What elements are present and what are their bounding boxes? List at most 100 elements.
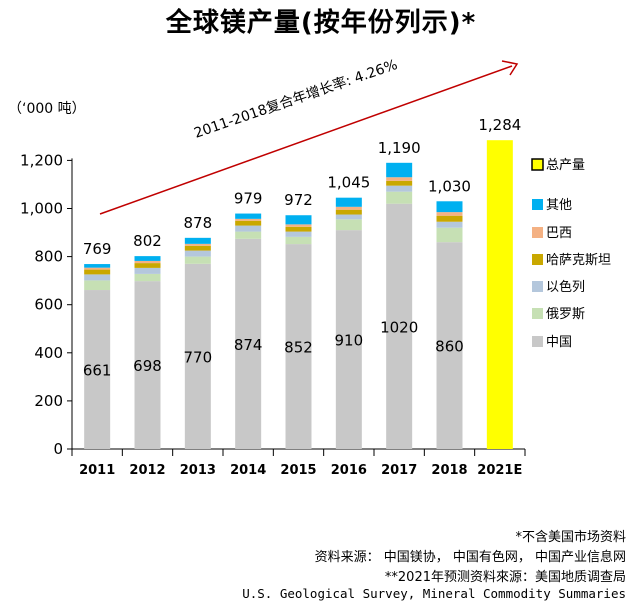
- x-tick-label: 2011: [79, 463, 115, 478]
- footnote-sources: 资料来源： 中国镁协， 中国有色网， 中国产业信息网: [314, 550, 626, 565]
- bar-segment-series: [134, 273, 161, 282]
- bar-segment-series: [386, 177, 413, 181]
- x-tick-label: 2015: [280, 463, 316, 478]
- bar-total-label: 1,284: [478, 116, 521, 134]
- bar-segment-series: [436, 242, 463, 449]
- legend-label: 以色列: [546, 279, 585, 295]
- bar-segment-series: [84, 280, 111, 291]
- bar-segment-series: [184, 237, 211, 244]
- legend-swatch: [532, 336, 543, 347]
- bar-segment-series: [235, 231, 262, 239]
- bar-segment-series: [235, 225, 262, 232]
- growth-arrow-head: [501, 60, 519, 76]
- legend-swatch: [532, 254, 543, 265]
- bar-segment-series: [335, 214, 362, 220]
- bar-segment-series: [386, 162, 413, 178]
- bar-segment-series: [386, 203, 413, 449]
- bar-segment-series: [386, 191, 413, 204]
- y-tick-label: 400: [34, 344, 63, 362]
- y-axis-unit-label: （‘000 吨）: [8, 101, 86, 117]
- bar-segment-series: [285, 215, 312, 225]
- bar-segment-total: [486, 140, 513, 449]
- bar-segment-series: [134, 281, 161, 449]
- bar-total-label: 972: [284, 191, 313, 209]
- y-tick-label: 1,000: [20, 200, 63, 218]
- y-tick-label: 600: [34, 296, 63, 314]
- bar-segment-series: [235, 213, 262, 219]
- bar-segment-series: [134, 256, 161, 261]
- x-tick-label: 2018: [431, 463, 467, 478]
- legend-swatch: [532, 308, 543, 319]
- y-tick-label: 800: [34, 248, 63, 266]
- bar-total-label: 802: [133, 232, 162, 250]
- bar-segment-series: [84, 269, 111, 275]
- x-tick-label: 2014: [230, 463, 266, 478]
- legend-swatch: [531, 158, 544, 171]
- bar-chart: 2011-2018复合年增长率: 4.26% 0 200 400 600 800 1,000…: [20, 56, 611, 478]
- legend-label: 哈萨克斯坦: [546, 253, 611, 268]
- bar-total-label: 979: [234, 190, 263, 208]
- growth-arrow-line: [99, 65, 513, 215]
- bar-segment-series: [184, 256, 211, 264]
- bar-segment-series: [285, 224, 312, 227]
- bar-segment-series: [436, 221, 463, 228]
- x-tick-label: 2012: [129, 463, 165, 478]
- china-value-label: 852: [284, 339, 313, 357]
- x-tick-label: 2017: [381, 463, 417, 478]
- bar-segment-series: [184, 243, 211, 246]
- bar-segment-series: [335, 230, 362, 449]
- bar-segment-series: [335, 219, 362, 231]
- bar-segment-series: [134, 267, 161, 274]
- bar-segment-series: [235, 220, 262, 226]
- bar-segment-series: [436, 215, 463, 222]
- bar-total-label: 769: [83, 240, 112, 258]
- x-tick-label: 2021E: [477, 463, 522, 478]
- legend-swatch: [532, 227, 543, 238]
- footnote-exclusion: *不含美国市场资料: [515, 530, 626, 545]
- bar-segment-series: [285, 231, 312, 237]
- footnote-forecast-source: **2021年预测资料來源：美国地质调查局: [384, 570, 626, 585]
- bar-segment-series: [84, 267, 111, 270]
- bar-segment-series: [335, 206, 362, 210]
- legend-label: 中国: [546, 335, 572, 350]
- bar-segment-series: [436, 201, 463, 213]
- x-tick-label: 2013: [180, 463, 216, 478]
- bar-total-label: 1,045: [327, 174, 370, 192]
- bar-segment-series: [335, 209, 362, 215]
- bar-segment-series: [386, 185, 413, 192]
- bar-total-label: 878: [184, 214, 213, 232]
- x-tick-label: 2016: [331, 463, 367, 478]
- bar-segment-series: [386, 180, 413, 186]
- chart-title: 全球镁产量(按年份列示)*: [165, 8, 477, 38]
- bar-total-label: 1,030: [428, 177, 471, 195]
- china-value-label: 698: [133, 357, 162, 375]
- bar-segment-series: [436, 227, 463, 243]
- china-value-label: 770: [184, 348, 213, 366]
- bar-segment-series: [184, 263, 211, 449]
- bar-segment-series: [335, 197, 362, 207]
- china-value-label: 661: [83, 362, 112, 380]
- legend-label: 巴西: [546, 226, 572, 241]
- bar-segment-series: [436, 212, 463, 216]
- bar-segment-series: [84, 264, 111, 268]
- growth-rate-annotation: 2011-2018复合年增长率: 4.26%: [192, 56, 400, 142]
- bar-segment-series: [184, 245, 211, 251]
- bar-segment-series: [84, 274, 111, 281]
- legend-swatch: [532, 281, 543, 292]
- china-value-label: 910: [335, 332, 364, 350]
- legend-label: 俄罗斯: [546, 307, 585, 322]
- legend-label: 其他: [546, 198, 572, 213]
- y-tick-label: 0: [53, 440, 63, 458]
- china-value-label: 860: [435, 338, 464, 356]
- bar-segment-series: [235, 218, 262, 221]
- bar-segment-series: [285, 236, 312, 245]
- china-value-label: 874: [234, 336, 263, 354]
- bar-total-label: 1,190: [378, 139, 421, 157]
- y-tick-label: 1,200: [20, 151, 63, 169]
- bar-segment-series: [84, 290, 111, 449]
- china-value-label: 1020: [380, 318, 418, 336]
- bar-segment-series: [235, 238, 262, 449]
- footnote-usgs: U.S. Geological Survey, Mineral Commodit…: [242, 586, 626, 601]
- bar-segment-series: [285, 244, 312, 449]
- bar-segment-series: [285, 226, 312, 232]
